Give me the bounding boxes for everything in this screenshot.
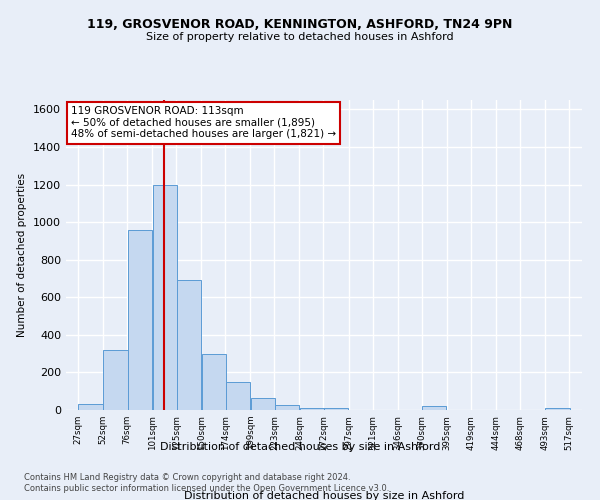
Bar (545, 408, 569, 410)
Bar (300, 408, 324, 410)
Text: 119 GROSVENOR ROAD: 113sqm
← 50% of detached houses are smaller (1,895)
48% of s: 119 GROSVENOR ROAD: 113sqm ← 50% of deta… (71, 106, 336, 140)
Text: Size of property relative to detached houses in Ashford: Size of property relative to detached ho… (146, 32, 454, 42)
Bar (202, 354, 226, 410)
Bar (128, 230, 152, 410)
Bar (103, 350, 128, 410)
Bar (422, 406, 446, 410)
Bar (324, 408, 348, 410)
Bar (275, 406, 299, 410)
Text: Distribution of detached houses by size in Ashford: Distribution of detached houses by size … (160, 442, 440, 452)
Bar (152, 184, 177, 410)
Text: 119, GROSVENOR ROAD, KENNINGTON, ASHFORD, TN24 9PN: 119, GROSVENOR ROAD, KENNINGTON, ASHFORD… (88, 18, 512, 30)
Bar (176, 280, 201, 410)
Bar (79, 404, 103, 410)
Text: Contains HM Land Registry data © Crown copyright and database right 2024.: Contains HM Land Registry data © Crown c… (24, 472, 350, 482)
Text: Contains public sector information licensed under the Open Government Licence v3: Contains public sector information licen… (24, 484, 389, 493)
X-axis label: Distribution of detached houses by size in Ashford: Distribution of detached houses by size … (184, 492, 464, 500)
Bar (226, 382, 250, 410)
Bar (251, 398, 275, 410)
Y-axis label: Number of detached properties: Number of detached properties (17, 173, 28, 337)
